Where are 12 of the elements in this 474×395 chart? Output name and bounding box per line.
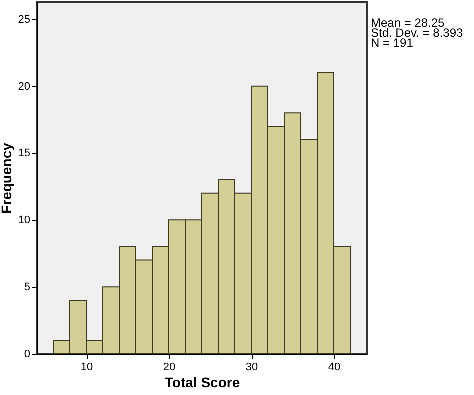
x-tick-label: 10: [80, 362, 94, 374]
y-tick-label: 10: [18, 214, 30, 227]
x-tick-label: 30: [246, 362, 258, 374]
y-tick-label: 20: [18, 80, 30, 93]
x-axis-title: Total Score: [164, 374, 240, 390]
y-tick-label: 15: [18, 148, 30, 160]
y-tick-label: 5: [24, 282, 30, 294]
x-tick-label: 40: [328, 362, 341, 374]
x-tick-label: 20: [163, 362, 176, 374]
y-tick-label: 25: [18, 14, 30, 26]
y-tick-label: 0: [24, 348, 30, 360]
y-axis-title: Frequency: [0, 142, 14, 214]
